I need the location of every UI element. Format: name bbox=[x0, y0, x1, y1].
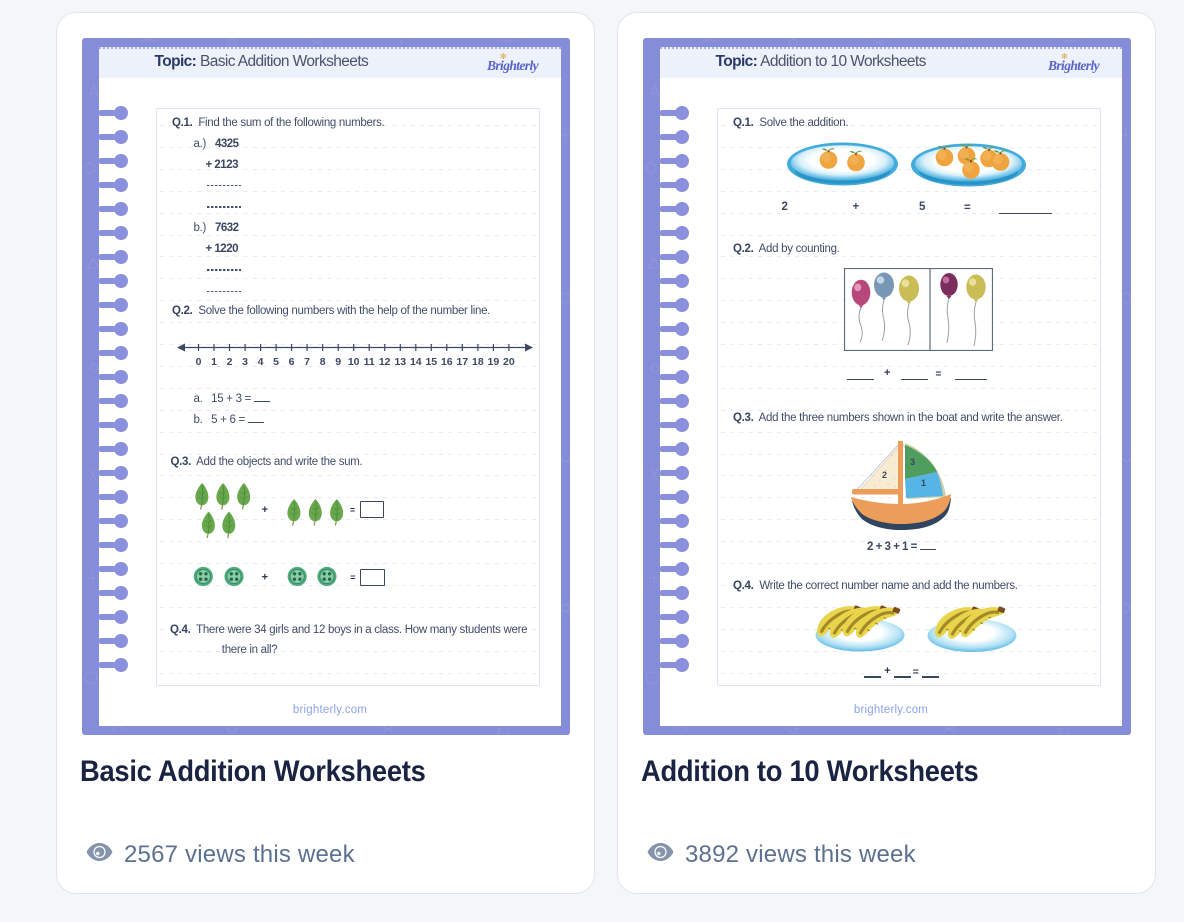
svg-text:+: + bbox=[261, 504, 267, 516]
svg-text:18: 18 bbox=[472, 356, 484, 368]
svg-text:=: = bbox=[350, 573, 355, 583]
svg-text:13: 13 bbox=[394, 356, 406, 368]
svg-text:17: 17 bbox=[456, 356, 468, 368]
svg-text:9: 9 bbox=[335, 356, 341, 368]
svg-text:16: 16 bbox=[440, 356, 452, 368]
svg-text:2: 2 bbox=[226, 356, 232, 368]
svg-text:8: 8 bbox=[319, 356, 325, 368]
svg-text:3: 3 bbox=[910, 457, 915, 467]
svg-text:0: 0 bbox=[195, 356, 201, 368]
svg-text:4: 4 bbox=[257, 356, 263, 368]
svg-text:19: 19 bbox=[487, 356, 499, 368]
svg-text:=: = bbox=[349, 505, 354, 515]
svg-text:7: 7 bbox=[304, 356, 310, 368]
svg-text:12: 12 bbox=[378, 356, 390, 368]
svg-text:1: 1 bbox=[921, 478, 926, 488]
svg-text:15: 15 bbox=[425, 356, 437, 368]
svg-text:20: 20 bbox=[503, 356, 515, 368]
svg-text:14: 14 bbox=[409, 356, 421, 368]
svg-text:2: 2 bbox=[882, 470, 887, 480]
svg-text:6: 6 bbox=[288, 356, 294, 368]
svg-text:5: 5 bbox=[273, 356, 279, 368]
svg-text:10: 10 bbox=[347, 356, 359, 368]
svg-text:3: 3 bbox=[242, 356, 248, 368]
svg-text:+: + bbox=[261, 572, 267, 584]
svg-text:11: 11 bbox=[363, 356, 374, 368]
svg-text:1: 1 bbox=[211, 356, 217, 368]
